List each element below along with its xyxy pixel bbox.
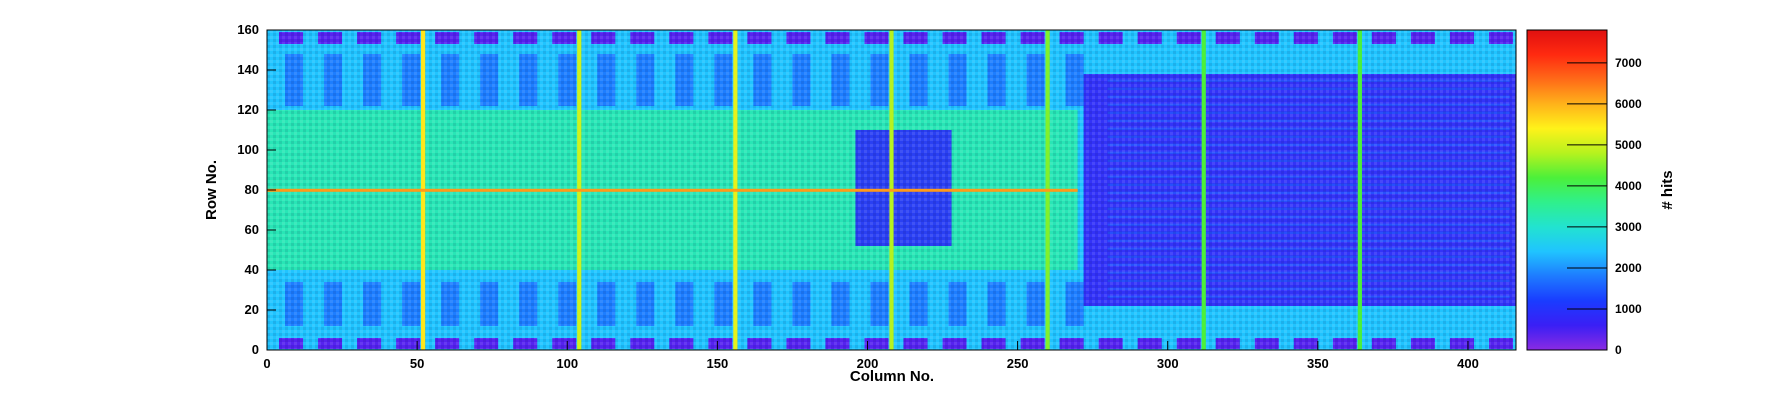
z-tick-label: 5000 [1615, 138, 1642, 152]
y-tick-label: 160 [237, 22, 259, 37]
z-tick-label: 2000 [1615, 261, 1642, 275]
y-tick-label: 20 [245, 302, 259, 317]
x-tick-label: 150 [707, 356, 729, 371]
z-tick-label: 4000 [1615, 179, 1642, 193]
x-tick-label: 400 [1457, 356, 1479, 371]
y-tick-label: 40 [245, 262, 259, 277]
y-tick-label: 60 [245, 222, 259, 237]
z-tick-label: 3000 [1615, 220, 1642, 234]
z-tick-label: 7000 [1615, 56, 1642, 70]
z-tick-label: 0 [1615, 343, 1622, 357]
x-tick-label: 300 [1157, 356, 1179, 371]
x-tick-label: 200 [857, 356, 879, 371]
x-tick-label: 0 [263, 356, 270, 371]
y-tick-label: 100 [237, 142, 259, 157]
x-tick-label: 50 [410, 356, 424, 371]
x-tick-label: 100 [556, 356, 578, 371]
z-tick-label: 1000 [1615, 302, 1642, 316]
z-tick-label: 6000 [1615, 97, 1642, 111]
y-tick-label: 120 [237, 102, 259, 117]
hot-lines [267, 30, 1362, 350]
color-scale-gradient [1526, 29, 1608, 351]
y-axis: 0 20 40 60 80 100 120 140 160 [237, 22, 276, 357]
color-scale-label: # hits [1659, 170, 1676, 209]
hot-row [267, 188, 1078, 192]
y-axis-label: Row No. [203, 160, 220, 220]
y-tick-label: 0 [252, 342, 259, 357]
x-tick-label: 250 [1007, 356, 1029, 371]
color-scale-axis: 0 1000 2000 3000 4000 5000 6000 7000 [1567, 56, 1642, 357]
x-axis-label: Column No. [850, 368, 934, 385]
hot-column [1201, 30, 1206, 350]
x-axis: 0 50 100 150 200 250 300 350 400 [263, 341, 1479, 371]
x-tick-label: 350 [1307, 356, 1329, 371]
y-tick-label: 80 [245, 182, 259, 197]
heatmap-plot-area [266, 29, 1517, 351]
color-scale-bar: 0 1000 2000 3000 4000 5000 6000 7000 [1526, 29, 1642, 357]
y-tick-label: 140 [237, 62, 259, 77]
hot-column [1357, 30, 1362, 350]
